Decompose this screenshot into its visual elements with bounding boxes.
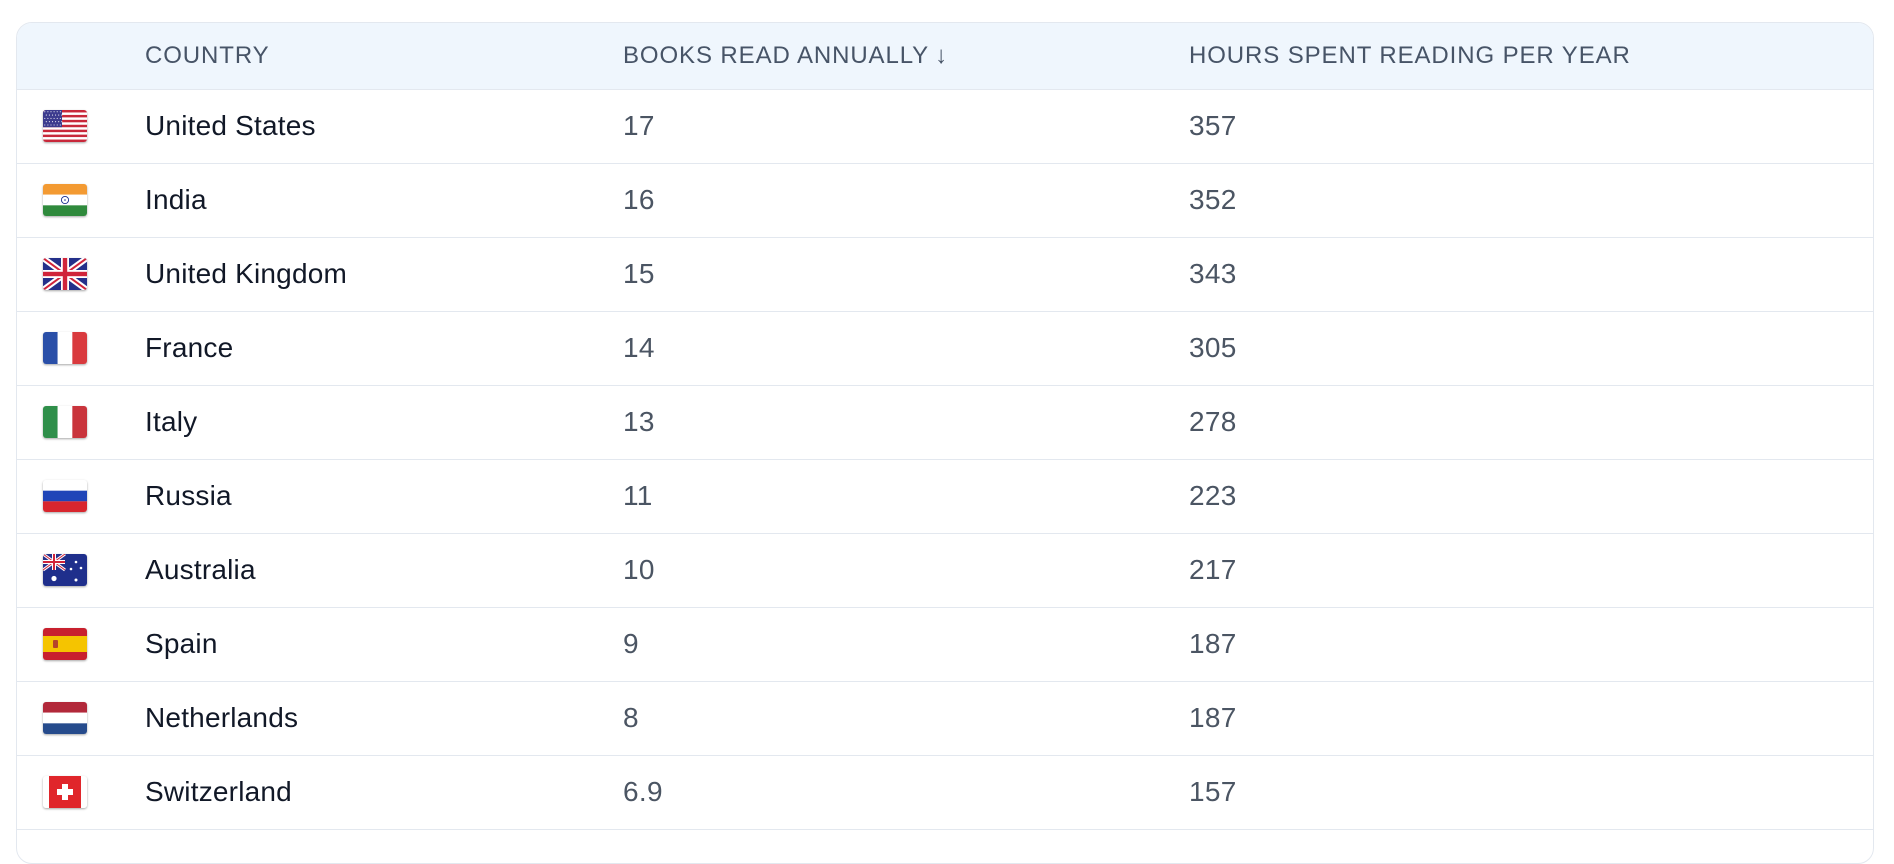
header-books-label: BOOKS READ ANNUALLY xyxy=(623,41,930,69)
flag-ru-icon xyxy=(43,480,87,512)
country-cell: Netherlands xyxy=(145,702,299,733)
table-row[interactable]: France 14 305 xyxy=(17,311,1873,385)
flag-gb-icon xyxy=(43,258,87,290)
header-books-read[interactable]: BOOKS READ ANNUALLY ↓ xyxy=(623,23,1189,90)
books-read-cell: 14 xyxy=(623,332,655,363)
books-read-cell: 11 xyxy=(623,480,653,511)
country-cell: France xyxy=(145,332,234,363)
hours-reading-cell: 357 xyxy=(1189,110,1237,141)
flag-nl-icon xyxy=(43,702,87,734)
hours-reading-cell: 187 xyxy=(1189,702,1237,733)
header-hours-reading[interactable]: HOURS SPENT READING PER YEAR xyxy=(1189,23,1873,90)
flag-au-icon xyxy=(43,554,87,586)
books-read-cell: 17 xyxy=(623,110,655,141)
hours-reading-cell: 223 xyxy=(1189,480,1237,511)
table-row[interactable]: Spain 9 187 xyxy=(17,607,1873,681)
header-country[interactable]: COUNTRY xyxy=(145,23,623,90)
table-header: COUNTRY BOOKS READ ANNUALLY ↓ HOURS SPENT… xyxy=(17,23,1873,90)
country-cell: Switzerland xyxy=(145,776,292,807)
table-row[interactable]: Switzerland 6.9 157 xyxy=(17,755,1873,829)
flag-it-icon xyxy=(43,406,87,438)
country-cell: Italy xyxy=(145,406,198,437)
books-read-cell: 10 xyxy=(623,554,655,585)
flag-cell xyxy=(17,89,145,163)
flag-cell xyxy=(17,533,145,607)
reading-stats-table: COUNTRY BOOKS READ ANNUALLY ↓ HOURS SPENT… xyxy=(17,23,1873,830)
books-read-cell: 6.9 xyxy=(623,776,663,807)
header-flag xyxy=(17,23,145,90)
country-cell: United States xyxy=(145,110,316,141)
hours-reading-cell: 187 xyxy=(1189,628,1237,659)
flag-cell xyxy=(17,163,145,237)
hours-reading-cell: 352 xyxy=(1189,184,1237,215)
hours-reading-cell: 157 xyxy=(1189,776,1237,807)
hours-reading-cell: 343 xyxy=(1189,258,1237,289)
table-row[interactable]: United States 17 357 xyxy=(17,89,1873,163)
books-read-cell: 15 xyxy=(623,258,655,289)
table-row[interactable]: Netherlands 8 187 xyxy=(17,681,1873,755)
header-country-label: COUNTRY xyxy=(145,41,270,69)
books-read-cell: 8 xyxy=(623,702,639,733)
hours-reading-cell: 217 xyxy=(1189,554,1237,585)
table-row[interactable]: Australia 10 217 xyxy=(17,533,1873,607)
books-read-cell: 16 xyxy=(623,184,655,215)
books-read-cell: 9 xyxy=(623,628,639,659)
country-cell: India xyxy=(145,184,207,215)
table-row[interactable]: United Kingdom 15 343 xyxy=(17,237,1873,311)
flag-cell xyxy=(17,237,145,311)
flag-cell xyxy=(17,459,145,533)
flag-cell xyxy=(17,681,145,755)
flag-es-icon xyxy=(43,628,87,660)
country-cell: United Kingdom xyxy=(145,258,348,289)
flag-cell xyxy=(17,311,145,385)
flag-cell xyxy=(17,607,145,681)
data-table-card: COUNTRY BOOKS READ ANNUALLY ↓ HOURS SPENT… xyxy=(16,22,1874,864)
country-cell: Australia xyxy=(145,554,256,585)
table-row[interactable]: Russia 11 223 xyxy=(17,459,1873,533)
country-cell: Russia xyxy=(145,480,232,511)
header-hours-label: HOURS SPENT READING PER YEAR xyxy=(1189,41,1631,69)
flag-fr-icon xyxy=(43,332,87,364)
flag-cell xyxy=(17,385,145,459)
flag-in-icon xyxy=(43,184,87,216)
hours-reading-cell: 278 xyxy=(1189,406,1237,437)
table-row[interactable]: India 16 352 xyxy=(17,163,1873,237)
flag-us-icon xyxy=(43,110,87,142)
flag-cell xyxy=(17,755,145,829)
table-body: United States 17 357 India 16 352 United Kingd… xyxy=(17,89,1873,829)
table-row[interactable]: Italy 13 278 xyxy=(17,385,1873,459)
header-row: COUNTRY BOOKS READ ANNUALLY ↓ HOURS SPENT… xyxy=(17,23,1873,90)
flag-ch-icon xyxy=(43,776,87,808)
sort-descending-icon: ↓ xyxy=(935,41,948,69)
hours-reading-cell: 305 xyxy=(1189,332,1237,363)
books-read-cell: 13 xyxy=(623,406,655,437)
country-cell: Spain xyxy=(145,628,218,659)
